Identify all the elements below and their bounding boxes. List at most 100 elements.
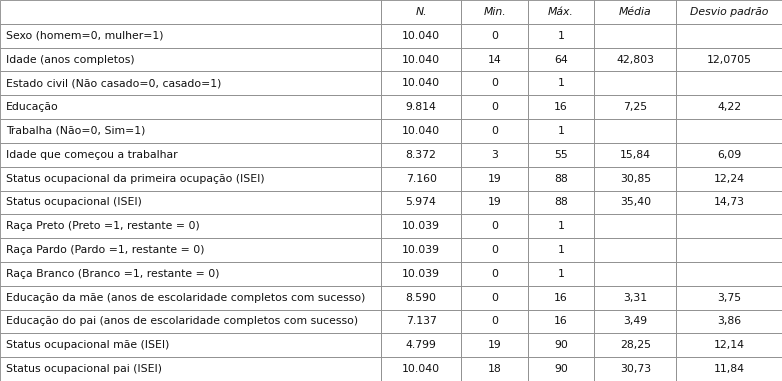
Bar (528, 119, 594, 143)
Bar (676, 333, 782, 357)
Bar (528, 72, 594, 95)
Text: 90: 90 (554, 340, 568, 350)
Text: 19: 19 (488, 340, 501, 350)
Text: Máx.: Máx. (548, 7, 574, 17)
Bar (381, 214, 461, 238)
Bar (528, 0, 594, 24)
Text: 3,75: 3,75 (717, 293, 741, 303)
Text: 1: 1 (558, 78, 565, 88)
Bar (0, 262, 381, 286)
Bar (528, 167, 594, 190)
Bar (381, 190, 461, 214)
Text: 16: 16 (554, 317, 568, 327)
Bar (594, 48, 676, 72)
Text: 18: 18 (488, 364, 501, 374)
Bar (461, 0, 528, 24)
Bar (0, 119, 381, 143)
Bar (528, 238, 594, 262)
Bar (0, 333, 381, 357)
Bar (381, 0, 461, 24)
Bar (594, 95, 676, 119)
Text: 0: 0 (491, 126, 498, 136)
Text: 7.160: 7.160 (406, 174, 436, 184)
Bar (676, 95, 782, 119)
Text: 3,49: 3,49 (623, 317, 647, 327)
Bar (594, 286, 676, 309)
Bar (676, 24, 782, 48)
Text: 35,40: 35,40 (620, 197, 651, 207)
Text: 0: 0 (491, 269, 498, 279)
Bar (676, 0, 782, 24)
Bar (0, 72, 381, 95)
Bar (461, 262, 528, 286)
Bar (594, 190, 676, 214)
Bar (594, 357, 676, 381)
Text: 1: 1 (558, 269, 565, 279)
Bar (461, 167, 528, 190)
Text: 10.040: 10.040 (402, 78, 440, 88)
Text: 12,14: 12,14 (714, 340, 744, 350)
Text: 15,84: 15,84 (620, 150, 651, 160)
Bar (676, 262, 782, 286)
Text: 19: 19 (488, 174, 501, 184)
Bar (0, 238, 381, 262)
Text: 7.137: 7.137 (406, 317, 436, 327)
Bar (461, 238, 528, 262)
Bar (676, 309, 782, 333)
Text: 10.040: 10.040 (402, 54, 440, 64)
Text: 6,09: 6,09 (717, 150, 741, 160)
Text: 14: 14 (488, 54, 501, 64)
Text: 8.590: 8.590 (406, 293, 436, 303)
Bar (594, 119, 676, 143)
Text: 4.799: 4.799 (406, 340, 436, 350)
Bar (0, 190, 381, 214)
Bar (594, 143, 676, 167)
Text: 16: 16 (554, 293, 568, 303)
Bar (461, 119, 528, 143)
Text: 8.372: 8.372 (406, 150, 436, 160)
Bar (528, 357, 594, 381)
Bar (461, 95, 528, 119)
Bar (381, 119, 461, 143)
Text: 12,24: 12,24 (714, 174, 744, 184)
Text: Raça Branco (Branco =1, restante = 0): Raça Branco (Branco =1, restante = 0) (6, 269, 220, 279)
Bar (676, 286, 782, 309)
Bar (0, 309, 381, 333)
Bar (381, 72, 461, 95)
Bar (594, 333, 676, 357)
Bar (528, 143, 594, 167)
Bar (0, 214, 381, 238)
Text: Min.: Min. (483, 7, 506, 17)
Bar (528, 214, 594, 238)
Bar (381, 167, 461, 190)
Text: 0: 0 (491, 78, 498, 88)
Bar (528, 190, 594, 214)
Text: Status ocupacional pai (ISEI): Status ocupacional pai (ISEI) (6, 364, 162, 374)
Bar (381, 333, 461, 357)
Text: Educação: Educação (6, 102, 59, 112)
Text: 1: 1 (558, 245, 565, 255)
Text: Educação da mãe (anos de escolaridade completos com sucesso): Educação da mãe (anos de escolaridade co… (6, 293, 366, 303)
Bar (381, 357, 461, 381)
Text: 30,85: 30,85 (620, 174, 651, 184)
Text: 1: 1 (558, 31, 565, 41)
Text: 5.974: 5.974 (406, 197, 436, 207)
Text: Estado civil (Não casado=0, casado=1): Estado civil (Não casado=0, casado=1) (6, 78, 221, 88)
Text: 11,84: 11,84 (714, 364, 744, 374)
Text: Status ocupacional da primeira ocupação (ISEI): Status ocupacional da primeira ocupação … (6, 174, 265, 184)
Text: 10.040: 10.040 (402, 31, 440, 41)
Bar (594, 238, 676, 262)
Bar (381, 95, 461, 119)
Bar (461, 286, 528, 309)
Bar (676, 48, 782, 72)
Text: Idade (anos completos): Idade (anos completos) (6, 54, 135, 64)
Text: 42,803: 42,803 (616, 54, 655, 64)
Text: 14,73: 14,73 (714, 197, 744, 207)
Bar (528, 48, 594, 72)
Bar (528, 24, 594, 48)
Text: 19: 19 (488, 197, 501, 207)
Bar (381, 48, 461, 72)
Bar (676, 119, 782, 143)
Bar (528, 333, 594, 357)
Text: 1: 1 (558, 126, 565, 136)
